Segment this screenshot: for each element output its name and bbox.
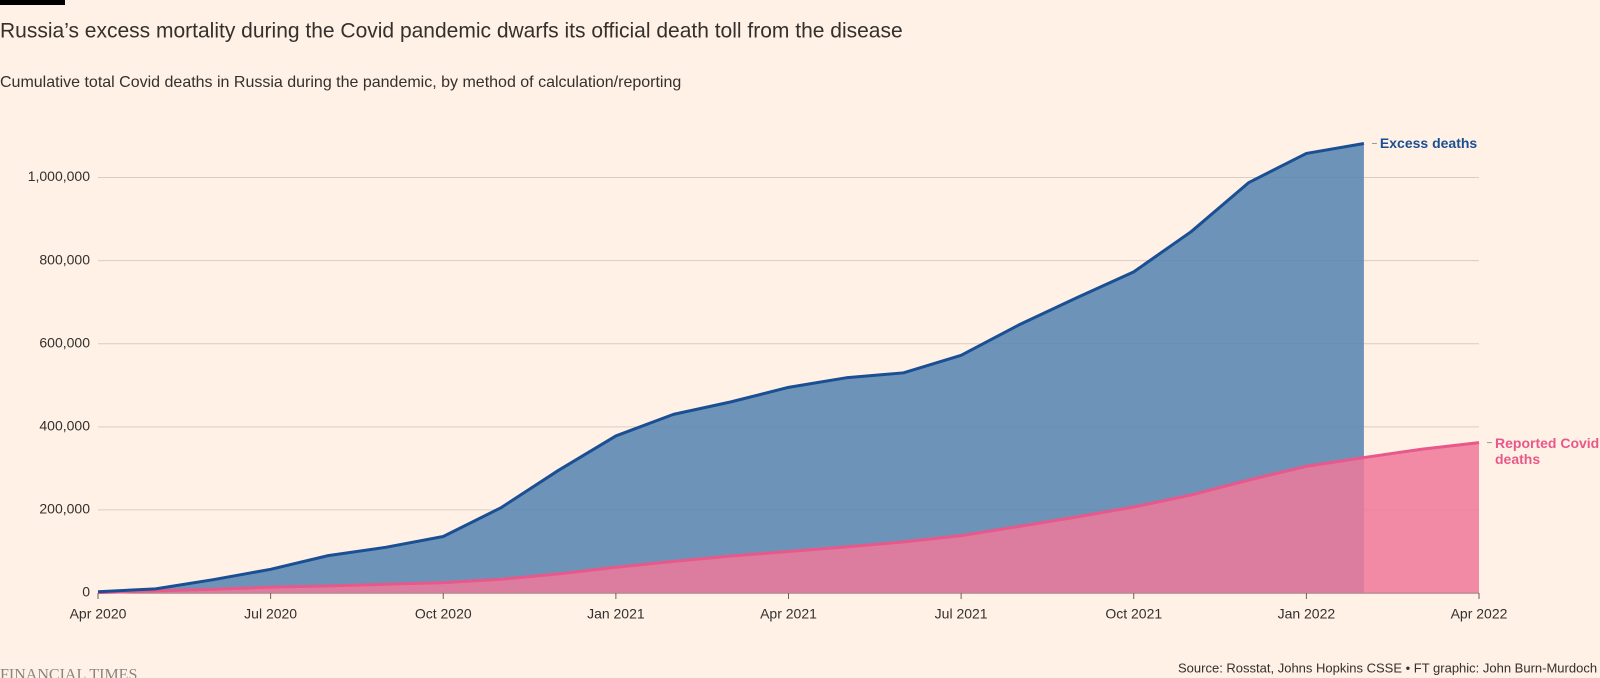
chart-title: Russia’s excess mortality during the Cov… — [0, 20, 903, 43]
y-tick-label: 800,000 — [39, 251, 90, 267]
y-tick-label: 400,000 — [39, 418, 90, 434]
brand-bar — [0, 0, 65, 5]
series-label: Reported Covid deaths — [1495, 434, 1600, 467]
series-label: Excess deaths — [1379, 135, 1478, 152]
source: Source: Rosstat, Johns Hopkins CSSE • FT… — [1178, 660, 1597, 675]
chart-subtitle: Cumulative total Covid deaths in Russia … — [0, 74, 681, 91]
y-tick-label: 600,000 — [39, 334, 90, 350]
x-tick-label: Jul 2020 — [244, 606, 297, 622]
y-tick-label: 0 — [82, 584, 90, 600]
x-tick-label: Jul 2021 — [935, 606, 988, 622]
line — [97, 441, 1480, 595]
area — [98, 442, 1479, 593]
x-tick-label: Apr 2021 — [760, 606, 817, 622]
y-tick-label: 200,000 — [39, 501, 90, 517]
x-tick-label: Jan 2022 — [1278, 606, 1336, 622]
x-tick-label: Apr 2020 — [70, 606, 127, 622]
area — [98, 143, 1364, 593]
x-tick-label: Oct 2020 — [415, 606, 472, 622]
x-tick-label: Jan 2021 — [587, 606, 645, 622]
y-tick-label: 1,000,000 — [28, 168, 90, 184]
x-tick-label: Apr 2022 — [1451, 606, 1508, 622]
brand: FINANCIAL TIMES — [0, 667, 137, 678]
line — [97, 142, 1365, 594]
x-tick-label: Oct 2021 — [1105, 606, 1162, 622]
